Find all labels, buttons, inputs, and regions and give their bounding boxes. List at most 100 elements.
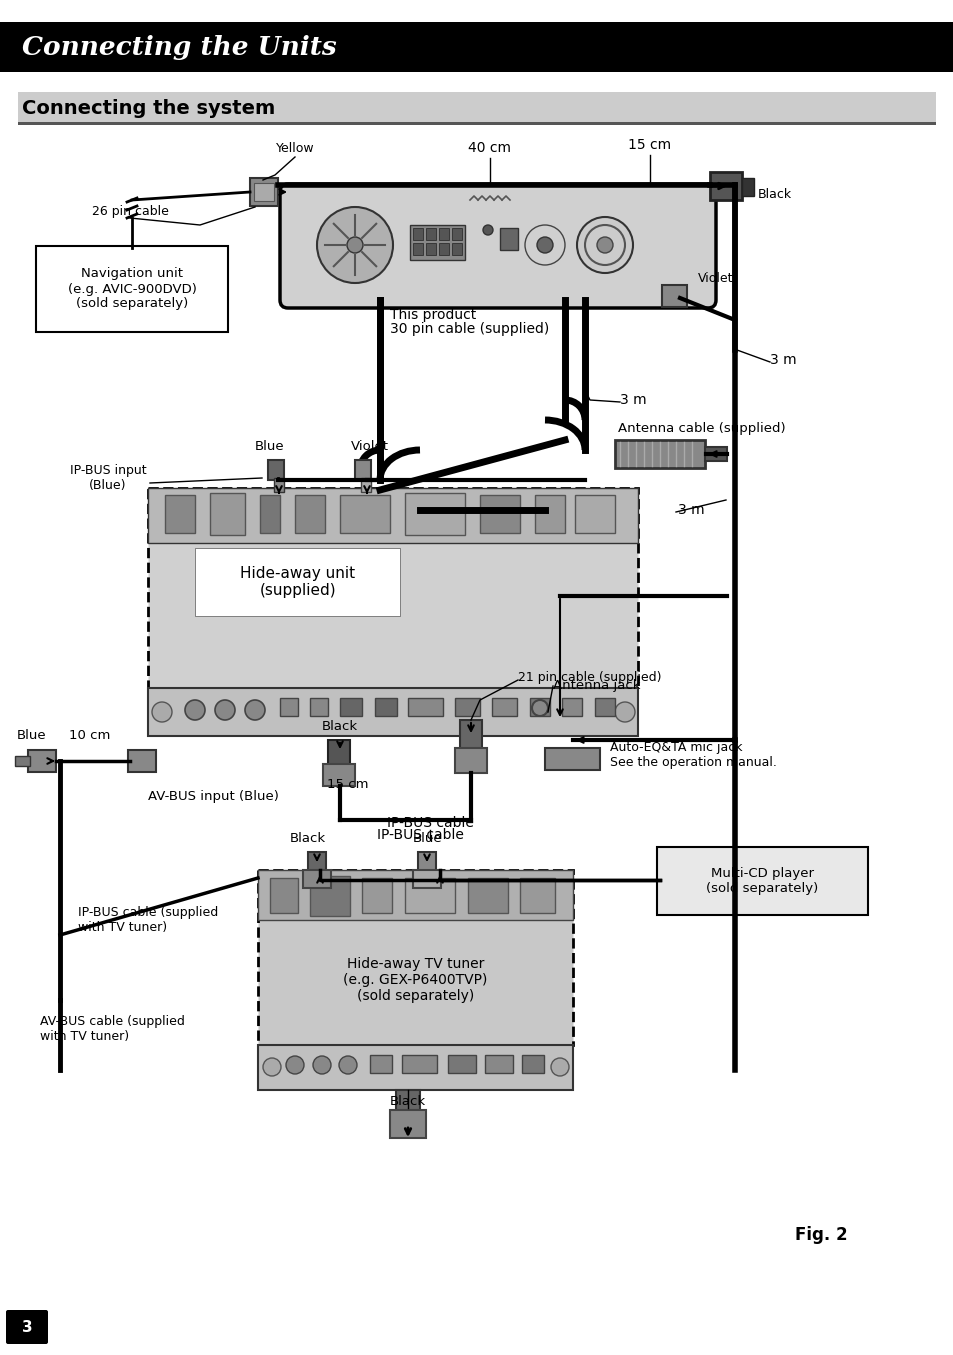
Text: 3 m: 3 m [678, 503, 704, 518]
Bar [260, 495, 280, 533]
Bar [661, 285, 686, 308]
Circle shape [537, 237, 553, 253]
Bar [452, 243, 461, 255]
Bar [401, 1056, 436, 1073]
Bar [438, 228, 449, 240]
Text: Connecting the system: Connecting the system [22, 99, 275, 118]
Bar [250, 178, 277, 206]
Circle shape [316, 207, 393, 283]
Bar [328, 740, 350, 766]
Text: 3 m: 3 m [769, 354, 796, 367]
Bar [530, 698, 550, 715]
Bar [417, 852, 436, 873]
Text: Blue: Blue [413, 832, 442, 846]
Text: Multi-CD player
(sold separately): Multi-CD player (sold separately) [705, 867, 818, 896]
Bar [405, 493, 464, 535]
Circle shape [597, 237, 613, 253]
Bar [410, 225, 464, 260]
Bar [310, 875, 350, 916]
Circle shape [347, 237, 363, 253]
Bar [375, 698, 396, 715]
Bar [519, 878, 555, 913]
Bar [339, 495, 390, 533]
Text: Hide-away unit
(supplied): Hide-away unit (supplied) [240, 566, 355, 598]
Bar [294, 495, 325, 533]
Bar [459, 720, 481, 751]
Circle shape [482, 225, 493, 234]
Bar [310, 698, 328, 715]
Bar [257, 870, 573, 920]
FancyBboxPatch shape [280, 184, 716, 308]
Text: Navigation unit
(e.g. AVIC-900DVD)
(sold separately): Navigation unit (e.g. AVIC-900DVD) (sold… [68, 267, 196, 310]
Text: Black: Black [390, 1095, 426, 1108]
Circle shape [615, 702, 635, 722]
FancyBboxPatch shape [257, 870, 573, 1045]
Bar [544, 748, 599, 770]
Bar [709, 172, 741, 201]
Text: Auto-EQ&TA mic jack
See the operation manual.: Auto-EQ&TA mic jack See the operation ma… [609, 741, 776, 770]
Bar [339, 698, 361, 715]
Text: AV-BUS input (Blue): AV-BUS input (Blue) [148, 790, 278, 804]
Bar [405, 878, 455, 913]
Bar [438, 243, 449, 255]
Bar [355, 459, 371, 480]
Text: Yellow: Yellow [275, 142, 314, 154]
Text: 26 pin cable: 26 pin cable [91, 205, 169, 218]
Bar [18, 122, 935, 125]
Bar [455, 698, 479, 715]
Bar [210, 493, 245, 535]
Bar [413, 870, 440, 888]
Bar [741, 178, 753, 196]
Circle shape [245, 701, 265, 720]
Bar [370, 1056, 392, 1073]
Text: Violet: Violet [698, 272, 733, 285]
FancyBboxPatch shape [148, 488, 638, 688]
Bar [15, 756, 30, 766]
Bar [395, 1089, 419, 1112]
Text: AV-BUS cable (supplied
with TV tuner): AV-BUS cable (supplied with TV tuner) [40, 1015, 185, 1043]
Bar [148, 488, 638, 543]
Text: This product: This product [390, 308, 476, 322]
Bar [408, 698, 442, 715]
Bar [194, 547, 399, 617]
Bar [0, 22, 953, 72]
Text: Connecting the Units: Connecting the Units [22, 35, 336, 61]
Text: Antenna cable (supplied): Antenna cable (supplied) [618, 421, 785, 435]
Bar [128, 751, 156, 772]
Text: Black: Black [321, 720, 357, 733]
Text: 15 cm: 15 cm [327, 778, 369, 791]
Text: Fig. 2: Fig. 2 [795, 1226, 847, 1244]
Bar [360, 478, 371, 492]
Bar [455, 748, 486, 772]
Bar [484, 1056, 513, 1073]
Bar [303, 870, 331, 888]
Circle shape [152, 702, 172, 722]
Bar [28, 751, 56, 772]
Bar [253, 183, 274, 201]
Text: IP-BUS cable: IP-BUS cable [376, 828, 463, 841]
Bar [468, 878, 507, 913]
Text: Hide-away TV tuner
(e.g. GEX-P6400TVP)
(sold separately): Hide-away TV tuner (e.g. GEX-P6400TVP) (… [343, 957, 487, 1003]
Bar [280, 698, 297, 715]
Bar [274, 478, 284, 492]
Text: 3: 3 [22, 1320, 32, 1335]
Bar [257, 1045, 573, 1089]
Bar [492, 698, 517, 715]
Text: 3 m: 3 m [619, 393, 646, 406]
Circle shape [286, 1056, 304, 1075]
Bar [479, 495, 519, 533]
Bar [615, 440, 704, 467]
Bar [268, 459, 284, 480]
Text: IP-BUS cable (supplied
with TV tuner): IP-BUS cable (supplied with TV tuner) [78, 906, 218, 934]
Bar [595, 698, 615, 715]
Text: Violet: Violet [351, 440, 389, 453]
Bar [535, 495, 564, 533]
Text: Black: Black [290, 832, 326, 846]
Circle shape [338, 1056, 356, 1075]
Text: Black: Black [758, 188, 791, 202]
Bar [561, 698, 581, 715]
Text: 30 pin cable (supplied): 30 pin cable (supplied) [390, 322, 549, 336]
Bar [390, 1110, 426, 1138]
Circle shape [313, 1056, 331, 1075]
Bar [499, 228, 517, 251]
